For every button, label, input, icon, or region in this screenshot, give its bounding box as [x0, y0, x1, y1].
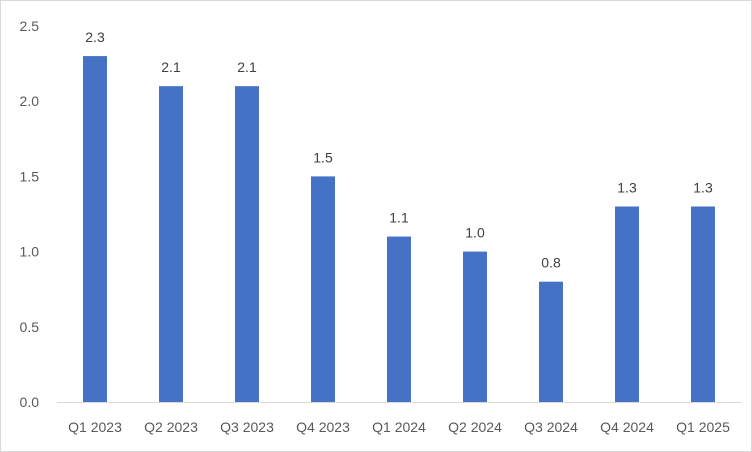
y-tick-label: 2.5 [20, 18, 40, 34]
bar [235, 86, 259, 402]
data-label: 0.8 [541, 255, 561, 271]
data-label: 1.3 [617, 179, 637, 195]
x-tick-label: Q4 2024 [600, 419, 654, 435]
x-tick-label: Q1 2024 [372, 419, 426, 435]
bar [83, 56, 107, 402]
bar [463, 251, 487, 402]
y-axis-ticks: 0.0 0.5 1.0 1.5 2.0 2.5 [20, 18, 40, 410]
x-tick-label: Q4 2023 [296, 419, 350, 435]
y-tick-label: 1.5 [20, 168, 40, 184]
data-label: 2.1 [237, 59, 257, 75]
data-label: 1.5 [313, 149, 333, 165]
bar [615, 206, 639, 402]
bar [691, 206, 715, 402]
bar [539, 281, 563, 402]
bar [159, 86, 183, 402]
data-label: 1.1 [389, 210, 409, 226]
x-tick-label: Q2 2023 [144, 419, 198, 435]
y-tick-label: 1.0 [20, 244, 40, 260]
x-tick-label: Q1 2025 [676, 419, 730, 435]
y-tick-label: 2.0 [20, 93, 40, 109]
y-tick-label: 0.0 [20, 394, 40, 410]
bar-series [83, 56, 715, 402]
x-tick-label: Q1 2023 [68, 419, 122, 435]
x-tick-label: Q2 2024 [448, 419, 502, 435]
x-tick-label: Q3 2024 [524, 419, 578, 435]
data-labels: 2.3 2.1 2.1 1.5 1.1 1.0 0.8 1.3 1.3 [85, 29, 713, 271]
x-tick-label: Q3 2023 [220, 419, 274, 435]
bar [311, 176, 335, 402]
bar [387, 236, 411, 402]
data-label: 1.3 [693, 179, 713, 195]
y-tick-label: 0.5 [20, 319, 40, 335]
data-label: 2.3 [85, 29, 105, 45]
data-label: 2.1 [161, 59, 181, 75]
data-label: 1.0 [465, 225, 485, 241]
x-axis-ticks: Q1 2023 Q2 2023 Q3 2023 Q4 2023 Q1 2024 Q2 20… [68, 419, 730, 435]
